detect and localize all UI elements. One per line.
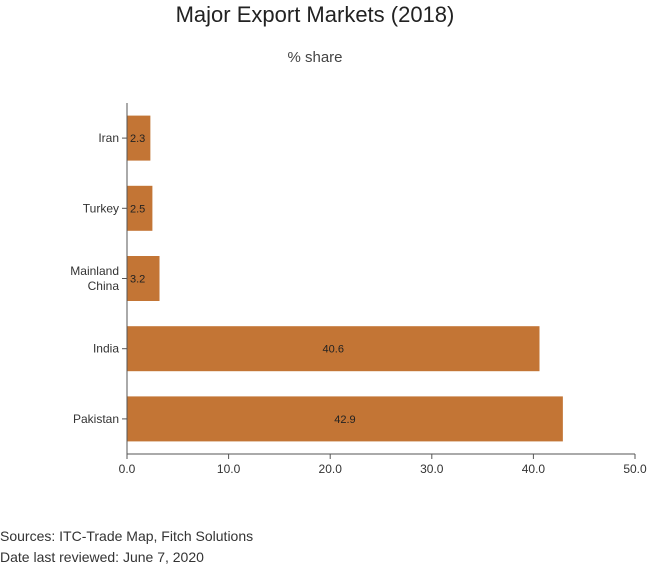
data-label: 3.2 — [130, 274, 145, 286]
x-tick-label: 30.0 — [420, 462, 444, 476]
x-tick-label: 10.0 — [217, 462, 241, 476]
data-label: 2.5 — [130, 203, 145, 215]
bar-india — [127, 326, 540, 372]
y-tick-label: India — [93, 342, 119, 356]
bar-iran — [127, 115, 151, 161]
bar-pakistan — [127, 396, 563, 442]
date-reviewed-note: Date last reviewed: June 7, 2020 — [0, 549, 204, 565]
data-label: 42.9 — [334, 414, 355, 426]
y-tick-label: Iran — [98, 131, 119, 145]
data-label: 2.3 — [130, 133, 145, 145]
sources-note: Sources: ITC-Trade Map, Fitch Solutions — [0, 528, 254, 544]
y-tick-label: Mainland China — [70, 264, 119, 293]
chart-title: Major Export Markets (2018) — [175, 2, 455, 27]
bar-chart: Iran 2.3 Turkey 2.5 Mainland China 3.2 India 40.… — [70, 103, 647, 476]
x-tick-label: 50.0 — [623, 462, 647, 476]
y-tick-label: Turkey — [83, 201, 119, 215]
x-tick-label: 40.0 — [522, 462, 546, 476]
y-tick-label: Pakistan — [73, 412, 119, 426]
chart-subtitle: % share — [287, 49, 343, 66]
bar-mainland-china — [127, 256, 160, 301]
data-label: 40.6 — [323, 344, 344, 356]
x-tick-label: 20.0 — [319, 462, 343, 476]
bar-turkey — [127, 185, 153, 231]
x-tick-label: 0.0 — [119, 462, 136, 476]
